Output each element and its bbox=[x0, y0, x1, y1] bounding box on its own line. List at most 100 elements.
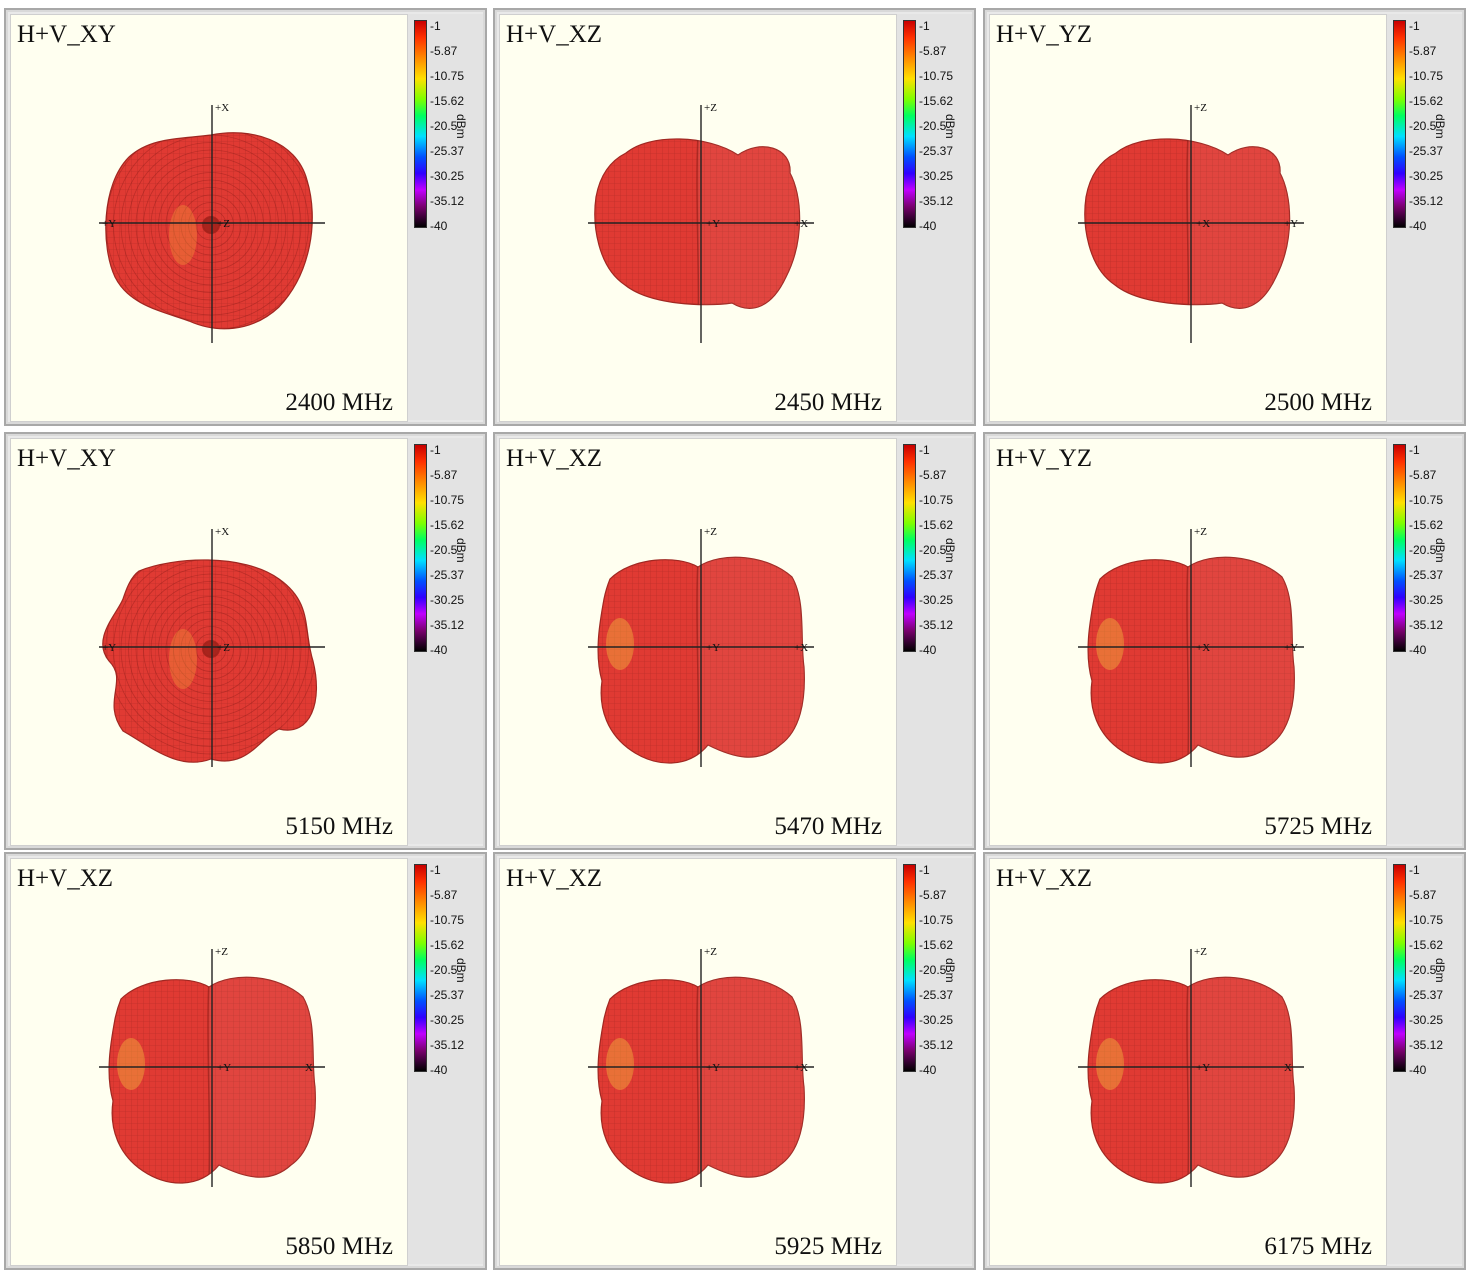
center-axis-label: +Y bbox=[706, 218, 720, 230]
colorbar-unit-label: dBm bbox=[454, 958, 468, 983]
colorbar-unit-label: dBm bbox=[1433, 114, 1447, 139]
colorbar-tick-label: -1 bbox=[430, 863, 441, 877]
colorbar-tick-label: -35.12 bbox=[919, 194, 954, 208]
pattern-panel: +X +Y +Z H+V_XY 2400 MHz -1 -5.87 -10.75 -15.62-… bbox=[4, 8, 487, 426]
right-axis-label: +X bbox=[794, 218, 808, 230]
colorbar-tick-label: -5.87 bbox=[919, 468, 947, 482]
colorbar-tick-label: -20.5 bbox=[919, 963, 947, 977]
frequency-label: 2450 MHz bbox=[774, 389, 882, 416]
colorbar-legend: -1 -5.87 -10.75 -15.62 -20.5 -25.37 -30.25 -35.… bbox=[897, 858, 972, 1264]
colorbar-tick-label: -30.25 bbox=[919, 593, 954, 607]
colorbar bbox=[414, 444, 427, 652]
colorbar-tick-label: -5.87 bbox=[1409, 468, 1437, 482]
colorbar-tick-label: -25.37 bbox=[1409, 568, 1444, 582]
colorbar-tick-label: -10.75 bbox=[1409, 493, 1444, 507]
colorbar-tick-label: -15.62 bbox=[1409, 94, 1444, 108]
colorbar-tick-label: -20.5 bbox=[919, 119, 947, 133]
colorbar-tick-label: -20.5 bbox=[1409, 543, 1437, 557]
left-axis-label: +Y bbox=[102, 218, 116, 230]
frequency-label: 5725 MHz bbox=[1264, 813, 1372, 840]
panel-title: H+V_XZ bbox=[506, 21, 603, 48]
colorbar-tick-label: -40 bbox=[919, 643, 937, 657]
colorbar-tick-label: -10.75 bbox=[430, 69, 465, 83]
colorbar-tick-label: -15.62 bbox=[1409, 518, 1444, 532]
colorbar-tick-label: -20.5 bbox=[430, 119, 458, 133]
panel-title: H+V_YZ bbox=[996, 445, 1093, 472]
plot-area: +Z +Y X H+V_XZ 6175 MHz bbox=[989, 858, 1387, 1266]
colorbar-tick-label: -20.5 bbox=[430, 543, 458, 557]
top-axis-label: +X bbox=[215, 526, 229, 538]
colorbar-tick-label: -35.12 bbox=[430, 618, 465, 632]
panel-title: H+V_XZ bbox=[506, 445, 603, 472]
right-axis-label: X bbox=[1284, 1062, 1292, 1074]
colorbar-tick-label: -1 bbox=[919, 863, 930, 877]
pattern-panel: +Z +Y X H+V_XZ 6175 MHz -1 -5.87 -10.75 -15.62 -2… bbox=[983, 852, 1466, 1270]
frequency-label: 5925 MHz bbox=[774, 1233, 882, 1260]
colorbar-unit-label: dBm bbox=[454, 538, 468, 563]
right-axis-label: +Y bbox=[1284, 642, 1298, 654]
colorbar-tick-label: -15.62 bbox=[919, 938, 954, 952]
frequency-label: 2500 MHz bbox=[1264, 389, 1372, 416]
colorbar-tick-label: -5.87 bbox=[430, 468, 458, 482]
colorbar-tick-label: -40 bbox=[919, 219, 937, 233]
colorbar-tick-label: -40 bbox=[430, 219, 448, 233]
colorbar bbox=[1393, 20, 1406, 228]
panel-title: H+V_XY bbox=[17, 445, 116, 472]
radiation-pattern-plot: +Z +X +Y bbox=[1078, 102, 1304, 343]
colorbar-tick-label: -30.25 bbox=[919, 169, 954, 183]
colorbar bbox=[903, 444, 916, 652]
colorbar-tick-label: -30.25 bbox=[919, 1013, 954, 1027]
colorbar bbox=[903, 864, 916, 1072]
colorbar-tick-label: -35.12 bbox=[1409, 1038, 1444, 1052]
colorbar-tick-label: -15.62 bbox=[919, 518, 954, 532]
colorbar-tick-label: -25.37 bbox=[430, 988, 465, 1002]
colorbar-tick-label: -20.5 bbox=[919, 543, 947, 557]
colorbar-tick-label: -25.37 bbox=[430, 568, 465, 582]
colorbar-tick-label: -40 bbox=[1409, 219, 1427, 233]
center-axis-label: +Y bbox=[706, 1062, 720, 1074]
colorbar-unit-label: dBm bbox=[943, 114, 957, 139]
radiation-pattern-plot: +Z +Y +X bbox=[588, 526, 814, 767]
center-axis-label: +Z bbox=[217, 642, 230, 654]
colorbar-tick-label: -30.25 bbox=[430, 1013, 465, 1027]
pattern-panel: +Z +X +Y H+V_YZ 2500 MHz -1 -5.87 -10.75 -15.62-… bbox=[983, 8, 1466, 426]
plot-area: +Z +Y +X H+V_XZ 2450 MHz bbox=[499, 14, 897, 422]
colorbar-unit-label: dBm bbox=[943, 958, 957, 983]
colorbar-tick-label: -1 bbox=[1409, 19, 1420, 33]
frequency-label: 6175 MHz bbox=[1264, 1233, 1372, 1260]
colorbar-legend: -1 -5.87 -10.75 -15.62 -20.5 -25.37 -30.25 -35.… bbox=[408, 858, 483, 1264]
pattern-panel: +Z +X +Y H+V_YZ 5725 MHz -1 -5.87 -10.75 -15.62-… bbox=[983, 432, 1466, 850]
colorbar-tick-label: -5.87 bbox=[919, 44, 947, 58]
colorbar-tick-label: -10.75 bbox=[919, 69, 954, 83]
colorbar-tick-label: -5.87 bbox=[1409, 44, 1437, 58]
colorbar-legend: -1 -5.87 -10.75 -15.62 -20.5 -25.37 -30.25 -35.… bbox=[897, 14, 972, 420]
colorbar-unit-label: dBm bbox=[1433, 958, 1447, 983]
radiation-pattern-plot: +Z +Y +X bbox=[588, 102, 814, 343]
colorbar-tick-label: -40 bbox=[430, 643, 448, 657]
center-axis-label: +X bbox=[1196, 218, 1210, 230]
colorbar-tick-label: -10.75 bbox=[430, 913, 465, 927]
colorbar-tick-label: -30.25 bbox=[1409, 593, 1444, 607]
plot-area: +X +Y +Z H+V_XY 2400 MHz bbox=[10, 14, 408, 422]
center-axis-label: +Y bbox=[706, 642, 720, 654]
colorbar-tick-label: -40 bbox=[430, 1063, 448, 1077]
colorbar-tick-label: -5.87 bbox=[430, 44, 458, 58]
colorbar bbox=[1393, 864, 1406, 1072]
colorbar-tick-label: -40 bbox=[1409, 643, 1427, 657]
frequency-label: 5850 MHz bbox=[285, 1233, 393, 1260]
colorbar bbox=[903, 20, 916, 228]
radiation-pattern-plot: +X +Y +Z bbox=[99, 102, 325, 343]
colorbar-tick-label: -30.25 bbox=[1409, 1013, 1444, 1027]
colorbar bbox=[1393, 444, 1406, 652]
right-axis-label: X bbox=[305, 1062, 313, 1074]
colorbar-unit-label: dBm bbox=[454, 114, 468, 139]
colorbar-legend: -1 -5.87 -10.75 -15.62 -20.5 -25.37 -30.25 -35.… bbox=[897, 438, 972, 844]
colorbar-tick-label: -20.5 bbox=[1409, 119, 1437, 133]
colorbar-tick-label: -1 bbox=[919, 19, 930, 33]
plot-area: +Z +X +Y H+V_YZ 2500 MHz bbox=[989, 14, 1387, 422]
colorbar-legend: -1 -5.87 -10.75 -15.62 -20.5 -25.37 -30.25 -35.… bbox=[1387, 438, 1462, 844]
colorbar-tick-label: -10.75 bbox=[430, 493, 465, 507]
top-axis-label: +Z bbox=[1194, 946, 1207, 958]
plot-area: +Z +X +Y H+V_YZ 5725 MHz bbox=[989, 438, 1387, 846]
panel-title: H+V_XZ bbox=[996, 865, 1093, 892]
